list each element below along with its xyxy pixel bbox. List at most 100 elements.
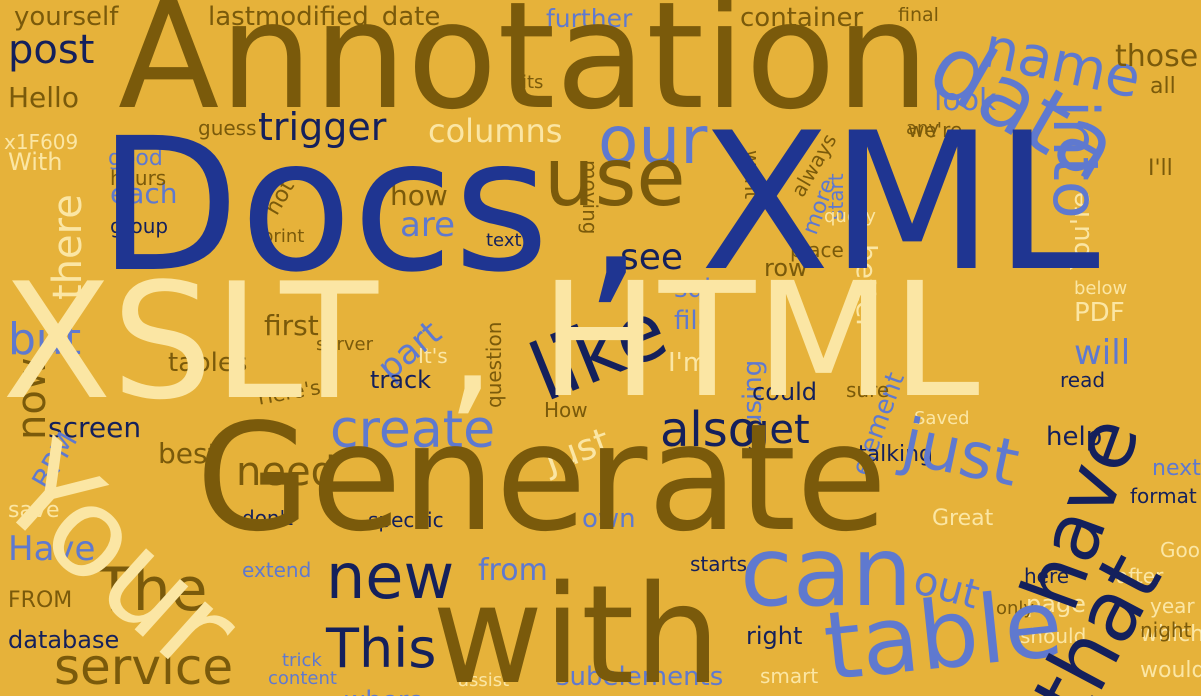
word: server [316, 334, 373, 355]
word: This [326, 617, 437, 680]
word: use [544, 131, 686, 224]
word: create [330, 400, 496, 460]
word: we're [908, 118, 963, 142]
word: trigger [258, 105, 387, 149]
word: get [744, 407, 810, 453]
word: tables [168, 348, 248, 378]
word: specific [368, 508, 444, 532]
word: subelements [556, 662, 724, 692]
word: save [8, 498, 60, 523]
word: also [660, 402, 758, 458]
word: own [582, 504, 636, 534]
word: HTML [540, 249, 980, 433]
word: hours [110, 166, 167, 190]
word: year [1150, 594, 1195, 618]
word: Generate [196, 392, 888, 564]
word: from [478, 553, 548, 588]
word: How [544, 398, 588, 422]
word: group [110, 214, 169, 238]
word: Good [1160, 538, 1201, 562]
word: all [1150, 74, 1176, 99]
word: starts [690, 552, 748, 576]
word: see [620, 237, 684, 278]
word: Annotation [118, 0, 930, 142]
word: yourself [14, 2, 119, 32]
word: Have [8, 529, 96, 569]
word: would [1140, 658, 1201, 683]
word: trick [282, 650, 322, 671]
word: smart [760, 664, 819, 688]
word: Docs [98, 99, 550, 313]
word: each [110, 177, 178, 210]
word: below [1074, 278, 1128, 299]
word: don't [242, 506, 293, 530]
word: read [1060, 368, 1106, 392]
word: should [1020, 624, 1087, 648]
word: help [1046, 422, 1103, 452]
word: could [752, 378, 817, 406]
word: format [1130, 484, 1197, 508]
word: content [268, 668, 337, 689]
word: night [1140, 618, 1192, 642]
word: good [108, 146, 163, 171]
word: next [1152, 456, 1201, 481]
word: database [8, 626, 120, 654]
word: screen [48, 411, 142, 444]
word: after [1116, 564, 1164, 588]
word: The [96, 555, 208, 625]
word: sure [846, 378, 890, 402]
word: our [598, 102, 708, 179]
word: first [264, 309, 319, 342]
word: sql [674, 274, 712, 304]
word: It's [418, 344, 448, 368]
word: will [1074, 333, 1131, 373]
word: lastmodified_date [208, 2, 441, 32]
word: columns [428, 112, 563, 150]
word: talking [858, 442, 933, 467]
word: are [400, 205, 455, 245]
word: PDF [1074, 298, 1125, 328]
word: assist [458, 670, 510, 691]
word: text [486, 230, 522, 251]
word: print [262, 226, 305, 247]
word: Great [932, 506, 994, 531]
word: with [432, 557, 721, 696]
word: Hello [8, 81, 79, 114]
word: query [824, 206, 876, 227]
word: further [546, 4, 633, 33]
word: With [8, 148, 63, 176]
word: guess [198, 116, 257, 140]
word: final [898, 4, 939, 26]
word: here [1024, 564, 1070, 588]
word: page [1026, 590, 1086, 618]
word: I'm [668, 348, 709, 378]
word: any [906, 118, 940, 139]
word: I'll [1148, 156, 1173, 181]
word: XML [700, 92, 1100, 313]
word: its [522, 72, 544, 93]
word: place [790, 238, 844, 262]
word: container [740, 3, 864, 33]
word: how [390, 179, 448, 212]
comma-mark: , [584, 104, 645, 325]
word: those [1115, 39, 1199, 74]
word: track [370, 366, 432, 394]
word: need [236, 449, 336, 495]
word: row [764, 254, 808, 282]
word: FROM [8, 588, 73, 613]
word: service [54, 638, 234, 696]
word: but [8, 314, 82, 365]
comma-mark: , [446, 249, 497, 433]
word: file [674, 306, 714, 336]
word: can [740, 516, 913, 628]
word: post [8, 27, 95, 73]
word: x1F609 [4, 130, 79, 154]
word: extend [242, 558, 312, 582]
word: only [996, 598, 1035, 619]
word: new [326, 540, 455, 613]
word: Saved [914, 408, 970, 429]
word: which [1140, 622, 1201, 647]
word: right [746, 622, 803, 650]
word: look [934, 83, 997, 118]
